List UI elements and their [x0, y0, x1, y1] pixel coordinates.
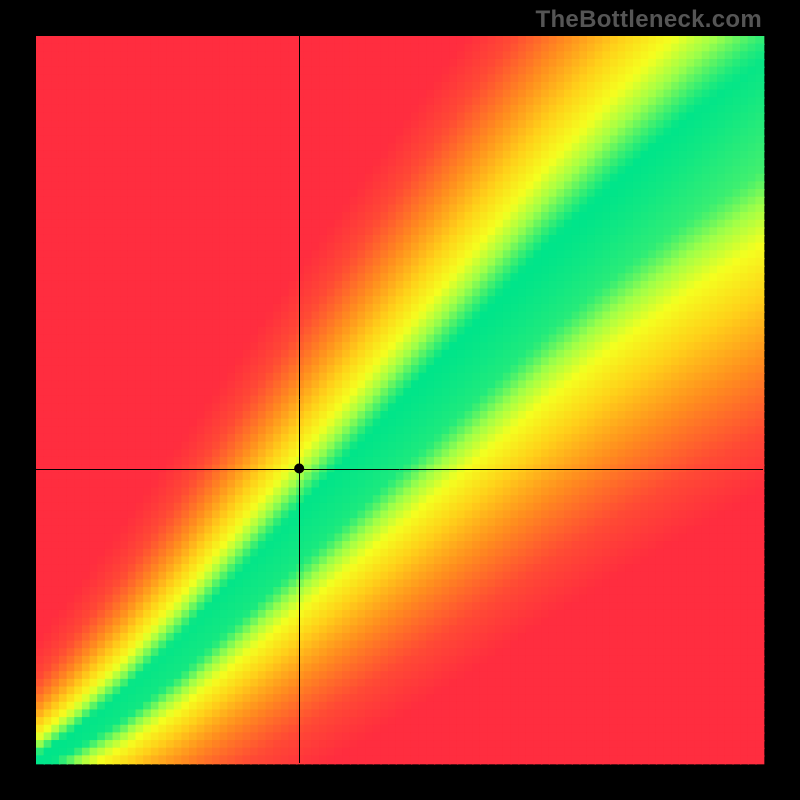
watermark-label: TheBottleneck.com [536, 6, 762, 34]
chart-container: TheBottleneck.com [0, 0, 800, 800]
bottleneck-heatmap [0, 0, 800, 800]
